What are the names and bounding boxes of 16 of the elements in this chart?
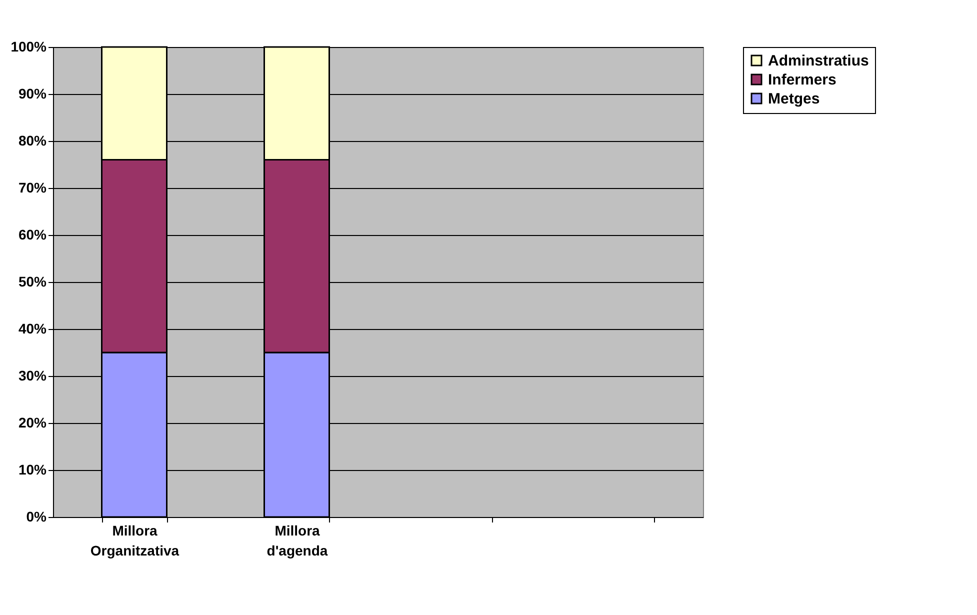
y-tick-label: 50% — [18, 274, 48, 290]
y-tick-label: 10% — [18, 462, 48, 478]
y-tick-label: 80% — [18, 132, 48, 148]
legend-label: Adminstratius — [768, 52, 869, 70]
y-tick-label: 30% — [18, 368, 48, 384]
y-tick-label: 60% — [18, 226, 48, 242]
y-tick-label: 100% — [10, 38, 48, 54]
y-tick-label: 0% — [26, 508, 48, 524]
x-tick-label: Millora d'agenda — [266, 522, 328, 558]
legend-label: Infermers — [768, 72, 836, 88]
legend-label: Metges — [768, 90, 820, 108]
y-tick-label: 40% — [18, 320, 48, 336]
x-tick-label: Millora Organitzativa — [90, 522, 180, 558]
y-tick-label: 70% — [18, 180, 48, 196]
y-tick-label: 20% — [18, 414, 48, 430]
y-tick-label: 90% — [18, 86, 48, 102]
